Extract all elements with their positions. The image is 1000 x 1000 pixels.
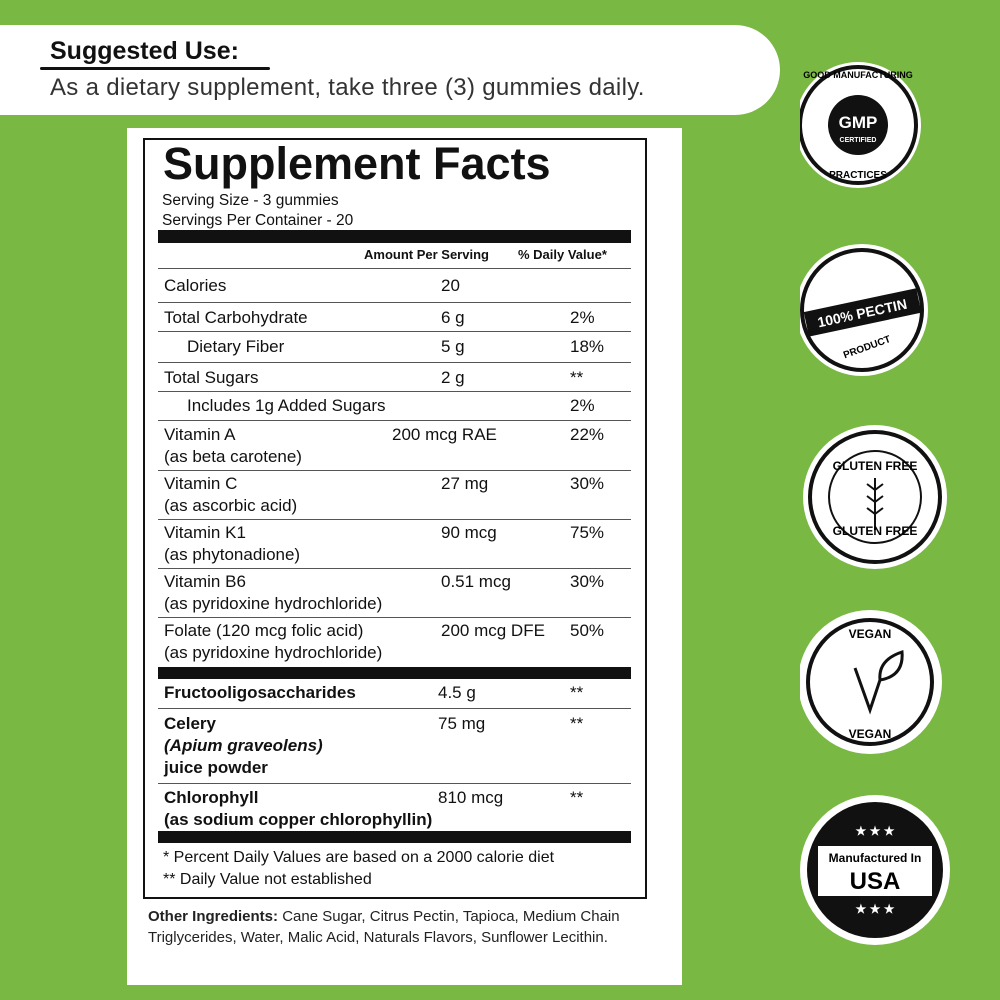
badge-text: VEGAN — [849, 727, 892, 741]
amount: 4.5 g — [438, 683, 476, 702]
other-label: Other Ingredients: — [148, 908, 279, 925]
nutrient-name: Chlorophyll — [164, 788, 259, 807]
daily-value: ** — [570, 368, 584, 387]
usa-badge: ★ ★ ★ ★ ★ ★ Manufactured In USA — [800, 795, 950, 945]
svg-text:★ ★ ★: ★ ★ ★ — [856, 902, 895, 916]
nutrient-name: Dietary Fiber — [187, 337, 285, 356]
header-amount: Amount Per Serving — [364, 247, 489, 262]
nutrient-name: (as beta carotene) — [164, 447, 302, 466]
badge-text: Manufactured In — [829, 851, 922, 865]
amount: 5 g — [441, 337, 465, 356]
nutrient-name: Vitamin B6 — [164, 572, 246, 591]
footnote: * Percent Daily Values are based on a 20… — [163, 849, 555, 866]
badge-text: USA — [850, 868, 901, 895]
nutrient-name: Calories — [164, 276, 227, 295]
rule — [158, 268, 631, 269]
nutrient-name: Vitamin C — [164, 474, 238, 493]
vegan-badge: VEGAN VEGAN — [800, 610, 942, 754]
gluten-badge: GLUTEN FREE GLUTEN FREE — [803, 425, 947, 569]
amount: 200 mcg DFE — [441, 621, 545, 640]
nutrient-name: (as sodium copper chlorophyllin) — [164, 810, 433, 829]
pectin-badge: 100% PECTIN PRODUCT — [800, 244, 928, 376]
nutrient-name: juice powder — [164, 758, 268, 777]
suggested-heading: Suggested Use: — [50, 37, 239, 65]
facts-title: Supplement Facts — [163, 138, 551, 189]
nutrient-name: Celery — [164, 714, 216, 733]
daily-value: 50% — [570, 621, 605, 640]
nutrient-name: Total Carbohydrate — [164, 308, 308, 327]
rule — [158, 420, 631, 421]
nutrient-name: Folate (120 mcg folic acid) — [164, 621, 364, 640]
badge-text: PRACTICES — [829, 170, 887, 181]
daily-value: ** — [570, 683, 584, 702]
banner — [0, 25, 780, 115]
amount: 810 mcg — [438, 788, 504, 807]
other-text: Cane Sugar, Citrus Pectin, Tapioca, Medi… — [148, 908, 620, 946]
daily-value: 75% — [570, 523, 605, 542]
daily-value: 2% — [570, 308, 595, 327]
amount: 27 mg — [441, 474, 489, 493]
header-dv: % Daily Value* — [518, 247, 607, 262]
rule — [158, 783, 631, 784]
rule — [158, 391, 631, 392]
rule — [158, 331, 631, 332]
badges: GOOD MANUFACTURING GMP CERTIFIED PRACTIC… — [800, 62, 950, 945]
nutrient-name: Vitamin A — [164, 425, 236, 444]
badge-text: VEGAN — [849, 627, 892, 641]
gmp-badge: GOOD MANUFACTURING GMP CERTIFIED PRACTIC… — [800, 62, 921, 188]
rule — [158, 617, 631, 618]
thick-bar — [158, 667, 631, 679]
nutrient-name: (as ascorbic acid) — [164, 496, 298, 515]
daily-value: ** — [570, 788, 584, 807]
badge-text: GMP — [839, 113, 878, 132]
footnote: ** Daily Value not established — [163, 871, 372, 888]
daily-value: ** — [570, 714, 584, 733]
nutrient-name: (as phytonadione) — [164, 545, 301, 564]
nutrient-name: (as pyridoxine hydrochloride) — [164, 594, 383, 613]
rule — [158, 519, 631, 520]
underline — [40, 67, 270, 70]
thick-bar — [158, 831, 631, 843]
amount: 6 g — [441, 308, 465, 327]
nutrient-name: Fructooligosaccharides — [164, 683, 356, 702]
rule — [158, 470, 631, 471]
servings: Servings Per Container - 20 — [162, 212, 354, 229]
badge-text: GLUTEN FREE — [833, 459, 918, 473]
facts-box — [143, 138, 647, 899]
other-ingredients: Other Ingredients: Cane Sugar, Citrus Pe… — [148, 906, 668, 948]
amount: 200 mcg RAE — [392, 425, 497, 444]
nutrient-name: (Apium graveolens) — [164, 736, 323, 755]
thick-bar — [158, 230, 631, 243]
rule — [158, 362, 631, 363]
badge-text: CERTIFIED — [840, 137, 877, 144]
amount: 2 g — [441, 368, 465, 387]
nutrient-name: Total Sugars — [164, 368, 259, 387]
amount: 90 mcg — [441, 523, 497, 542]
rule — [158, 302, 631, 303]
badge-text: GLUTEN FREE — [833, 524, 918, 538]
daily-value: 18% — [570, 337, 605, 356]
rule — [158, 568, 631, 569]
daily-value: 2% — [570, 396, 595, 415]
rule — [158, 708, 631, 709]
suggested-text: As a dietary supplement, take three (3) … — [50, 74, 645, 101]
svg-text:★ ★ ★: ★ ★ ★ — [856, 824, 895, 838]
serving-size: Serving Size - 3 gummies — [162, 192, 339, 209]
daily-value: 30% — [570, 474, 605, 493]
daily-value: 22% — [570, 425, 605, 444]
amount: 20 — [441, 276, 460, 295]
daily-value: 30% — [570, 572, 605, 591]
nutrient-name: Includes 1g Added Sugars — [187, 396, 386, 415]
nutrient-name: Vitamin K1 — [164, 523, 246, 542]
amount: 75 mg — [438, 714, 486, 733]
nutrient-name: (as pyridoxine hydrochloride) — [164, 643, 383, 662]
amount: 0.51 mcg — [441, 572, 511, 591]
badge-text: GOOD MANUFACTURING — [803, 70, 913, 80]
